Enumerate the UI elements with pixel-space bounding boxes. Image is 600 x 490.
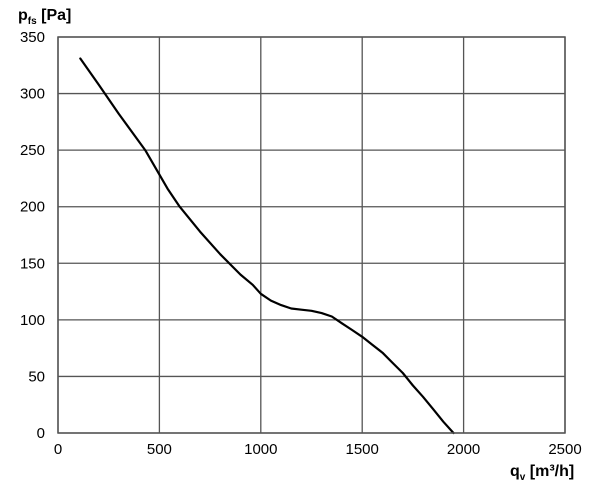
plot-frame <box>57 36 566 434</box>
x-tick-label: 500 <box>147 441 172 458</box>
y-tick-label: 150 <box>20 255 45 272</box>
x-tick-label: 2500 <box>548 441 581 458</box>
y-tick-label: 350 <box>20 29 45 46</box>
x-axis-unit: [m³/h] <box>525 463 574 480</box>
y-tick-label: 100 <box>20 312 45 329</box>
y-tick-label: 200 <box>20 199 45 216</box>
series-line <box>79 57 455 435</box>
y-axis-unit: [Pa] <box>37 7 72 24</box>
y-tick-label: 250 <box>20 142 45 159</box>
y-tick-label: 300 <box>20 86 45 103</box>
x-tick-label: 2000 <box>447 441 480 458</box>
y-tick-label: 50 <box>28 368 45 385</box>
x-axis-subscript: v <box>520 472 526 483</box>
x-axis-title: qv [m³/h] <box>510 463 574 483</box>
x-axis-symbol: q <box>510 463 520 480</box>
y-axis-symbol: p <box>18 7 28 24</box>
x-tick-label: 0 <box>54 441 62 458</box>
x-tick-label: 1000 <box>244 441 277 458</box>
x-tick-label: 1500 <box>346 441 379 458</box>
y-axis-title: pfs [Pa] <box>18 7 71 27</box>
x-axis-ticks: 0 500 1000 1500 2000 2500 <box>54 441 582 458</box>
y-tick-label: 0 <box>37 425 45 442</box>
y-axis-subscript: fs <box>28 16 37 27</box>
grid <box>57 36 566 434</box>
y-axis-ticks: 0 50 100 150 200 250 300 350 <box>20 29 45 442</box>
